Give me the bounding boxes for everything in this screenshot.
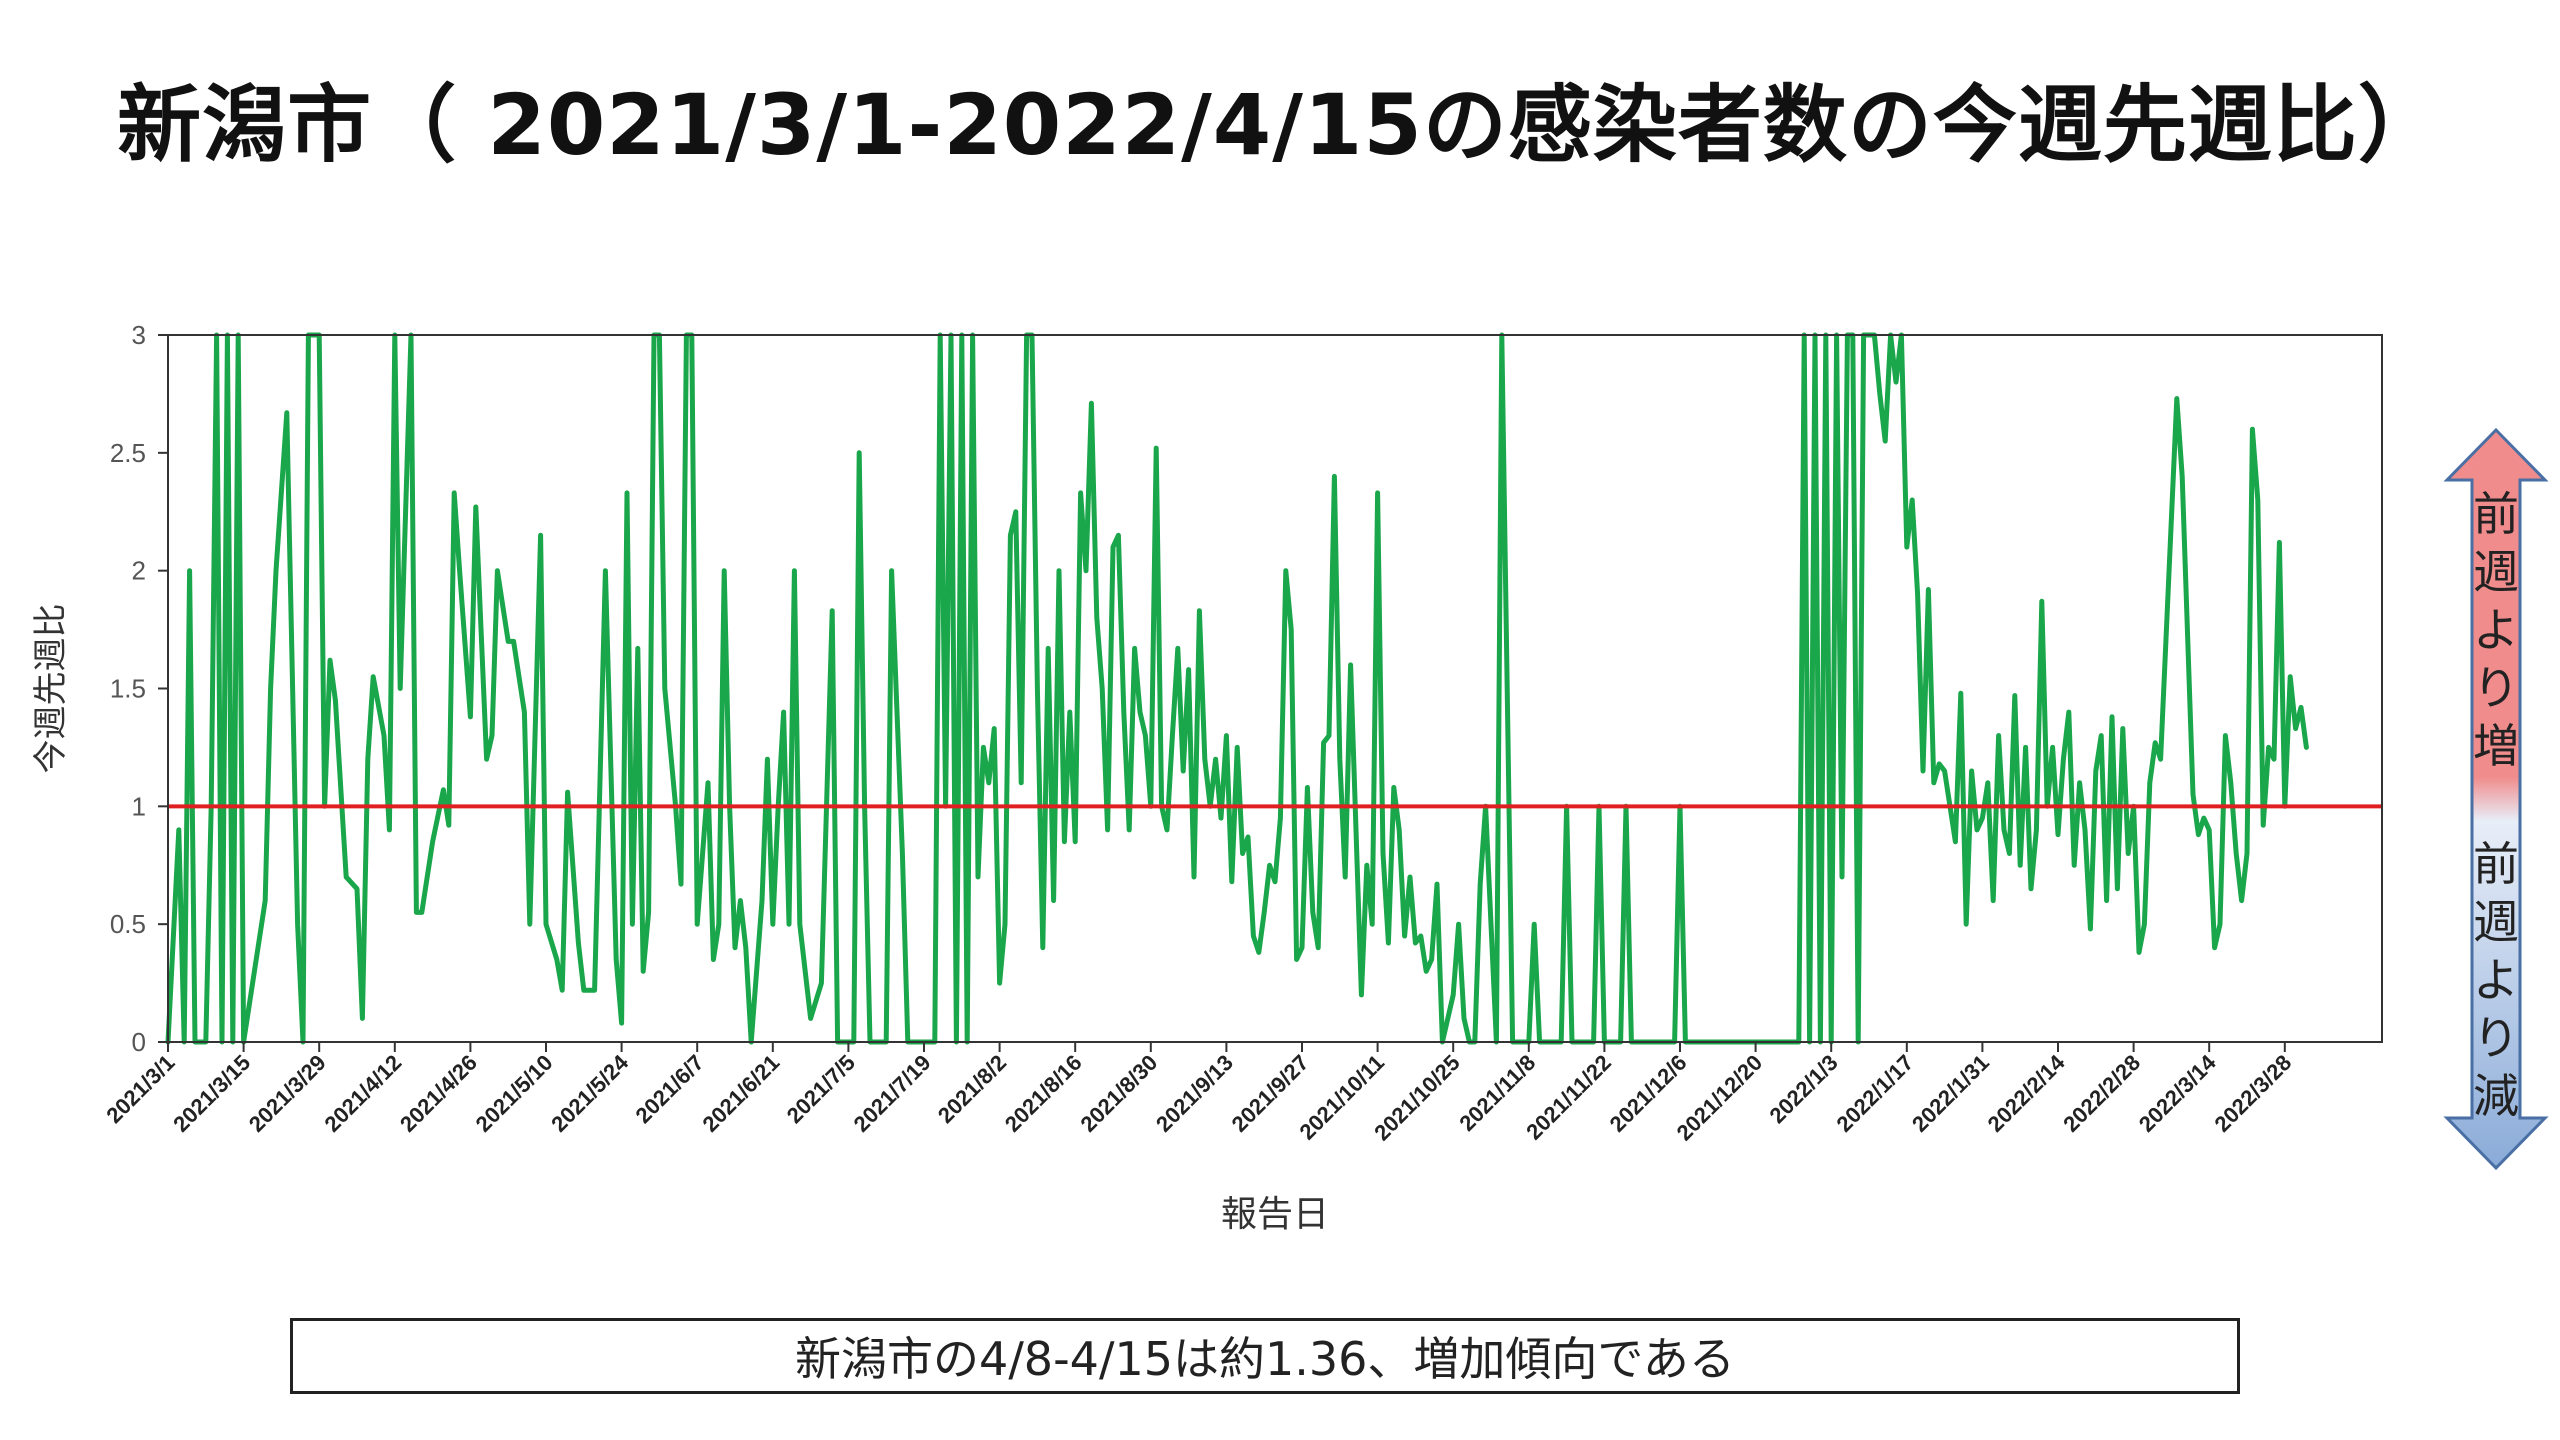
decrease-label: よ [2473,953,2519,1007]
increase-label: 増 [2473,719,2519,773]
double-arrow-icon [2443,427,2549,1171]
x-tick-label: 2021/5/10 [471,1050,558,1137]
increase-label: 週 [2473,545,2519,599]
y-tick-label: 0 [132,1027,146,1057]
x-tick-label: 2021/8/16 [1000,1050,1087,1137]
x-tick-label: 2021/5/24 [546,1049,633,1136]
summary-text: 新潟市の4/8-4/15は約1.36、増加傾向である [795,1332,1735,1386]
x-tick-label: 2021/3/29 [244,1050,331,1137]
x-tick-label: 2021/8/2 [933,1050,1011,1128]
y-tick-labels: 0 0.5 1 1.5 2 2.5 3 [110,320,168,1057]
x-tick-label: 2021/8/30 [1075,1050,1162,1137]
y-tick-label: 2.5 [110,438,146,468]
y-tick-label: 1.5 [110,674,146,704]
x-axis-title: 報告日 [1221,1194,1329,1235]
increase-label: 前 [2473,487,2519,541]
decrease-label: 前 [2473,837,2519,891]
axis-titles: 報告日 今週先週比 [31,604,1329,1236]
x-tick-label: 2021/3/15 [168,1050,255,1137]
x-tick-label: 2021/9/13 [1151,1050,1238,1137]
x-tick-label: 2022/1/17 [1831,1050,1918,1137]
increase-label: よ [2473,603,2519,657]
increase-label: り [2473,661,2519,715]
y-tick-label: 2 [132,556,146,586]
y-axis-title: 今週先週比 [31,604,71,774]
x-tick-label: 2022/2/28 [2058,1050,2145,1137]
x-tick-label: 2021/7/5 [782,1050,860,1128]
x-tick-label: 2021/3/1 [101,1050,179,1128]
x-tick-label: 2022/1/3 [1765,1050,1843,1128]
x-tick-label: 2021/6/21 [697,1050,784,1137]
x-tick-labels: 2021/3/12021/3/152021/3/292021/4/122021/… [101,1042,2296,1145]
x-tick-label: 2021/4/12 [319,1050,406,1137]
x-tick-label: 2022/2/14 [1983,1049,2070,1136]
y-tick-label: 0.5 [110,909,146,939]
decrease-label: り [2473,1011,2519,1065]
y-tick-label: 1 [132,791,146,821]
summary-box: 新潟市の4/8-4/15は約1.36、増加傾向である [290,1318,2240,1394]
plot-area-border [167,334,2383,1043]
x-tick-label: 2022/3/28 [2209,1050,2296,1137]
x-tick-label: 2021/7/19 [849,1050,936,1137]
series-line-group [165,332,2309,1045]
x-tick-label: 2022/1/31 [1907,1050,1994,1137]
decrease-label: 減 [2473,1069,2519,1123]
plot-frame [167,334,2383,1043]
x-tick-label: 2021/6/7 [631,1050,709,1128]
y-tick-label: 3 [132,320,146,350]
series-line [165,332,2309,1045]
decrease-label: 週 [2473,895,2519,949]
page-title: 新潟市（ 2021/3/1-2022/4/15の感染者数の今週先週比） [117,76,2443,174]
x-tick-label: 2021/4/26 [395,1050,482,1137]
x-tick-label: 2022/3/14 [2134,1049,2221,1136]
